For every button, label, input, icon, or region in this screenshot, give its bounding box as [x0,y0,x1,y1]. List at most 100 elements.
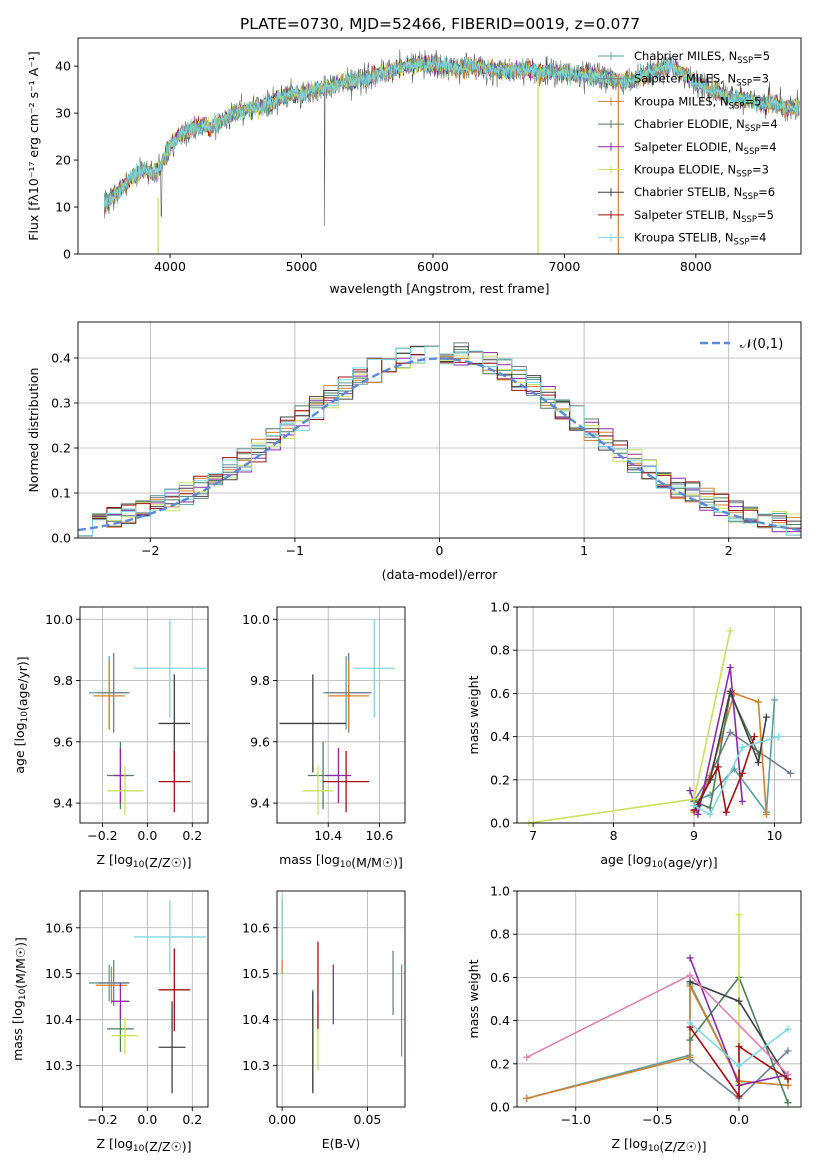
weight-marker [735,1043,743,1051]
age-vs-metallicity-panel: −0.2 0.0 0.2 9.4 9.6 9.8 10.0 Z [log10(Z/Z☉)] ag… [12,606,209,870]
weight-marker [784,1025,792,1033]
x-tick-label: 0.05 [354,1112,382,1127]
weight-marker [770,696,778,704]
weight-line [693,690,760,810]
axes-frame [516,606,802,824]
weight-line [528,630,731,824]
x-tick-label: −0.5 [642,1112,672,1127]
x-axis-label: E(B-V) [322,1136,361,1151]
y-tick-label: 10.3 [45,1058,73,1073]
normal-curve [78,357,801,532]
error-bars [88,619,206,816]
y-tick-label: 10.4 [45,1012,73,1027]
histogram-lines [78,342,801,537]
weight-marker [738,743,746,751]
weight-marker [762,713,770,721]
weight-vs-age-panel: 7 8 9 10 0.0 0.2 0.4 0.6 0.8 1.0 age [log10(age/yr… [466,600,802,870]
x-tick-label: 2 [725,543,733,558]
y-tick-label: 1.0 [490,600,510,615]
histogram-step [78,345,801,537]
axes-frame [276,606,406,824]
weight-marker [784,1071,792,1079]
legend-entry: Chabrier MILES, NSSP=5 [634,49,770,66]
y-tick-label: 10.3 [242,1058,270,1073]
y-tick-label: 9.8 [250,673,270,688]
y-tick-label: 0.2 [490,772,510,787]
weight-line [693,735,779,816]
y-tick-label: 0.6 [490,686,510,701]
x-axis-label: wavelength [Angstrom, rest frame] [329,281,549,296]
weight-line [693,688,768,811]
residuals-panel: −2 −1 0 1 2 0.0 0.1 0.2 0.3 0.4 (data-model)/error… [26,321,802,582]
age-vs-mass-panel: 10.4 10.6 9.4 9.6 9.8 10.0 mass [log10(M/M☉)] [242,606,406,870]
y-tick-label: 10.4 [242,1012,270,1027]
axes-frame [79,890,209,1108]
y-tick-label: 0.8 [490,927,510,942]
y-tick-label: 0.3 [51,396,71,411]
y-tick-label: 9.6 [250,734,270,749]
x-axis-label: Z [log10(Z/Z☉)] [611,1136,706,1154]
spectrum-panel: 4000 5000 6000 7000 8000 0 10 20 30 40 wavelength … [26,37,802,296]
axes-frame [79,606,209,824]
legend-entry: Salpeter MILES, NSSP=3 [634,72,769,89]
y-tick-label: 0.2 [490,1056,510,1071]
x-tick-label: 1 [580,543,588,558]
x-axis-label: Z [log10(Z/Z☉)] [96,852,191,870]
weight-marker [726,728,734,736]
x-tick-label: −0.2 [87,828,117,843]
weight-marker [735,997,743,1005]
mass-vs-metallicity-panel: −0.2 0.0 0.2 10.3 10.4 10.5 10.6 Z [log10(Z/Z☉)… [10,890,209,1154]
weight-marker [735,1092,743,1100]
x-tick-label: −0.2 [87,1112,117,1127]
y-tick-label: 10.0 [242,612,270,627]
weight-marker [738,769,746,777]
y-axis-label: mass weight [466,675,481,754]
weight-marker [690,795,698,803]
weight-marker [686,1019,694,1027]
y-axis-label: Normed distribution [26,368,41,493]
y-tick-label: 0.0 [51,531,71,546]
y-tick-label: 10.0 [45,612,73,627]
weight-marker [726,663,734,671]
error-bars [281,895,403,1094]
x-axis-label: (data-model)/error [382,567,499,582]
weight-lines [525,627,795,827]
x-tick-label: 6000 [417,259,449,274]
x-tick-label: 10.4 [314,828,342,843]
y-tick-label: 10 [55,200,71,215]
weight-line [689,1026,789,1099]
x-tick-label: −1 [286,543,304,558]
mass-vs-ebv-panel: 0.00 0.05 10.3 10.4 10.5 10.6 E(B-V) [242,890,406,1151]
weight-marker [686,978,694,986]
y-tick-label: 40 [55,59,71,74]
weight-marker [784,1047,792,1055]
weight-marker [754,698,762,706]
x-tick-label: −1.0 [561,1112,591,1127]
y-tick-label: 0 [63,247,71,262]
y-tick-label: 0.4 [490,729,510,744]
legend-entry: 𝒩(0,1) [740,337,783,352]
weight-marker [694,810,702,818]
y-tick-label: 9.8 [53,673,73,688]
weight-marker [706,810,714,818]
y-tick-label: 0.0 [490,816,510,831]
weight-marker [762,810,770,818]
weight-marker [714,763,722,771]
y-tick-label: 9.6 [53,734,73,749]
x-axis-label: age [log10(age/yr)] [600,852,717,870]
legend-entry: Kroupa ELODIE, NSSP=3 [634,163,769,180]
weight-lines [523,911,792,1107]
y-tick-label: 30 [55,106,71,121]
y-tick-label: 0.4 [51,351,71,366]
weight-marker [750,733,758,741]
y-tick-label: 9.4 [53,796,73,811]
y-axis-label: mass weight [466,959,481,1038]
legend-entry: Chabrier STELIB, NSSP=6 [634,185,775,202]
x-tick-label: 0.0 [729,1112,749,1127]
x-tick-label: 10.6 [365,828,393,843]
weight-marker [735,911,743,919]
x-axis-label: Z [log10(Z/Z☉)] [96,1136,191,1154]
weight-marker [726,627,734,635]
y-axis-label: Flux [fλ10⁻¹⁷ erg cm⁻² s⁻¹ A⁻¹] [26,51,41,240]
y-tick-label: 0.0 [490,1100,510,1115]
